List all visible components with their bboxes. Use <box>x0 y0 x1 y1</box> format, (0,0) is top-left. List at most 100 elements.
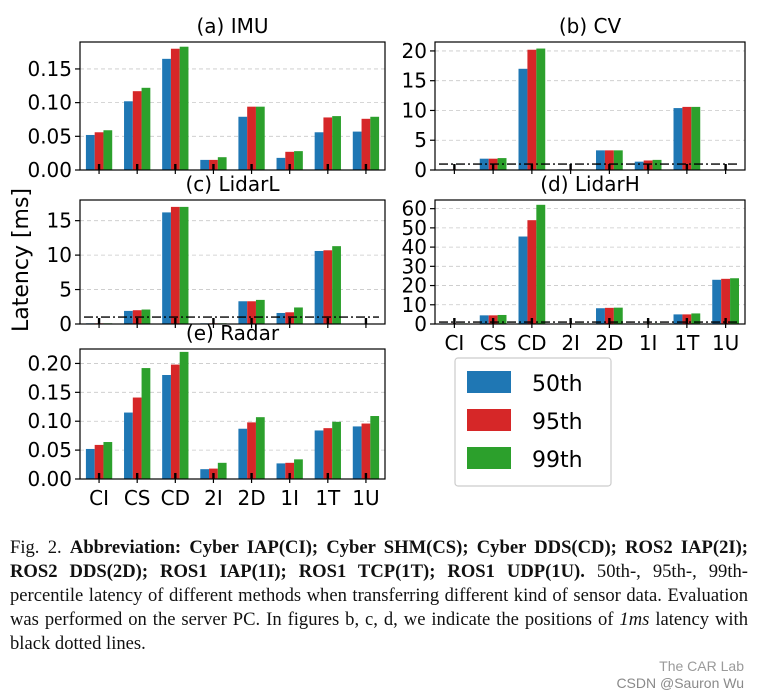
bar-radar-1I-95th <box>285 462 295 479</box>
bar-radar-1I-99th <box>294 459 303 479</box>
bar-lidarh-2D-99th <box>613 307 623 324</box>
caption-label: Fig. 2. <box>10 537 62 558</box>
bar-imu-1T-95th <box>323 117 333 170</box>
bar-radar-CI-50th <box>85 448 95 479</box>
panel-radar: 0.00 0.05 0.10 0.15 0.20 CI CS CD 2I 2D 1I 1T 1U (e) … <box>27 321 386 510</box>
bar-base-marker <box>135 318 139 324</box>
x-tick-label: CD <box>161 486 190 510</box>
y-tick-label: 0.15 <box>27 57 72 81</box>
bar-base-marker <box>250 473 253 479</box>
y-tick-label: 0.05 <box>27 438 72 462</box>
bar-base-marker <box>364 164 368 170</box>
y-tick-label: 15 <box>47 209 72 233</box>
figure-caption: Fig. 2. Abbreviation: Cyber IAP(CI); Cyb… <box>10 536 748 656</box>
bar-lidarl-2D-95th <box>247 301 256 324</box>
bar-base-marker <box>364 318 368 324</box>
bar-radar-CD-95th <box>170 364 180 479</box>
bar-lidarh-2D-50th <box>596 308 605 324</box>
bar-radar-1U-50th <box>352 426 362 479</box>
figure-canvas: 0.00 0.05 0.10 0.15 (a) IMU 0 5 10 15 20 (b) CV 0 5 1… <box>9 14 746 510</box>
bar-base-marker <box>491 318 495 324</box>
bar-imu-2D-95th <box>247 106 256 170</box>
bar-lidarl-CS-99th <box>141 309 151 324</box>
axes-frame <box>434 199 746 325</box>
y-tick-label: 40 <box>402 235 427 259</box>
x-tick-label: 1I <box>639 331 658 355</box>
bar-cv-CD-99th <box>536 48 546 170</box>
x-tick-label: 2D <box>238 486 266 510</box>
bar-radar-CI-99th <box>103 442 113 479</box>
bar-base-marker <box>608 164 611 170</box>
bar-imu-CD-99th <box>179 46 189 170</box>
bar-base-marker <box>212 318 215 324</box>
bar-base-marker <box>646 164 650 170</box>
y-tick-label: 15 <box>402 69 427 93</box>
bar-cv-1I-99th <box>652 159 662 170</box>
bar-base-marker <box>212 164 215 170</box>
panel-title: (d) LidarH <box>540 172 640 196</box>
bar-lidarh-1U-95th <box>721 278 731 324</box>
caption-body-end: latency with black dotted lines. <box>10 609 748 654</box>
bar-cv-1T-50th <box>673 108 683 170</box>
bar-lidarh-2D-95th <box>604 307 614 324</box>
legend: 50th 95th 99th <box>454 357 612 487</box>
panel-lidarl: 0 5 10 15 (c) LidarL <box>47 172 386 336</box>
bar-base-marker <box>174 473 177 479</box>
bar-base-marker <box>453 164 456 170</box>
bar-radar-CS-50th <box>124 412 133 479</box>
bar-imu-1T-99th <box>332 116 341 170</box>
bar-imu-1U-99th <box>370 116 380 170</box>
bar-lidarl-CD-95th <box>170 206 180 324</box>
bar-base-marker <box>326 164 330 170</box>
bar-lidarh-1T-99th <box>691 313 701 324</box>
y-tick-label: 10 <box>402 98 427 122</box>
y-tick-label: 0 <box>414 312 427 336</box>
panel-title: (e) Radar <box>186 321 280 345</box>
bar-base-marker <box>250 318 253 324</box>
bar-imu-1T-50th <box>314 132 324 170</box>
bar-lidarl-CS-50th <box>124 310 133 324</box>
x-tick-label: 1T <box>315 486 341 510</box>
bar-imu-CS-50th <box>124 101 133 170</box>
bar-base-marker <box>174 318 177 324</box>
bar-imu-CI-50th <box>85 134 95 170</box>
y-tick-label: 20 <box>402 39 427 63</box>
bar-base-marker <box>288 318 291 324</box>
bar-radar-2I-99th <box>217 462 227 479</box>
y-tick-label: 0.05 <box>27 124 72 148</box>
watermark: The CAR Lab CSDN @Sauron Wu <box>616 658 744 692</box>
bar-lidarl-1T-95th <box>323 250 333 324</box>
bar-base-marker <box>250 164 253 170</box>
bar-imu-CI-95th <box>94 132 104 170</box>
y-tick-label: 5 <box>59 278 72 302</box>
watermark-logo: The CAR Lab <box>659 658 744 674</box>
bar-imu-CS-95th <box>132 91 142 170</box>
bar-cv-2D-50th <box>596 150 605 170</box>
y-tick-label: 0.00 <box>27 467 72 491</box>
bar-imu-2D-99th <box>255 106 265 170</box>
panels: 0.00 0.05 0.10 0.15 (a) IMU 0 5 10 15 20 (b) CV 0 5 1… <box>27 14 746 510</box>
y-tick-label: 50 <box>402 216 427 240</box>
x-tick-label: 2I <box>204 486 223 510</box>
bar-radar-1U-95th <box>361 423 371 479</box>
y-tick-label: 0.20 <box>27 351 72 375</box>
bar-base-marker <box>212 473 215 479</box>
y-tick-label: 0.10 <box>27 91 72 115</box>
legend-swatch-50th <box>467 371 511 393</box>
bar-lidarh-1T-50th <box>673 314 683 324</box>
axes-frame <box>79 41 386 171</box>
bar-base-marker <box>288 473 291 479</box>
bar-radar-CS-95th <box>132 397 142 479</box>
bar-base-marker <box>326 318 330 324</box>
x-tick-label: 1T <box>674 331 700 355</box>
x-tick-label: 1I <box>280 486 299 510</box>
y-tick-label: 0.00 <box>27 158 72 182</box>
bar-base-marker <box>685 164 689 170</box>
bar-radar-CD-99th <box>179 351 189 479</box>
x-tick-label: 2I <box>561 331 580 355</box>
legend-swatch-99th <box>467 447 511 469</box>
y-tick-label: 0 <box>414 158 427 182</box>
caption-unit: 1ms <box>619 609 650 630</box>
bar-lidarl-1I-99th <box>294 307 303 324</box>
bar-imu-2D-50th <box>238 116 248 170</box>
